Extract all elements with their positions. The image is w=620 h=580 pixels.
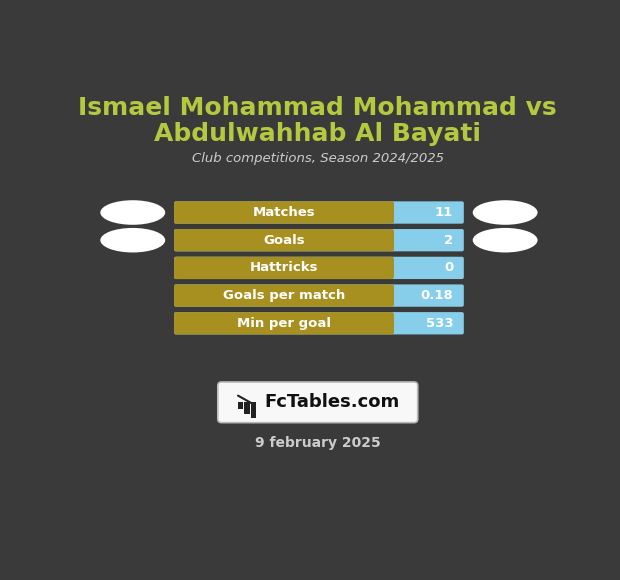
Ellipse shape — [100, 228, 165, 252]
Text: Matches: Matches — [252, 206, 315, 219]
Text: Club competitions, Season 2024/2025: Club competitions, Season 2024/2025 — [192, 153, 444, 165]
Bar — [383, 259, 394, 277]
FancyBboxPatch shape — [174, 312, 394, 335]
Text: Min per goal: Min per goal — [237, 317, 331, 330]
Text: 11: 11 — [435, 206, 453, 219]
FancyBboxPatch shape — [174, 284, 464, 307]
FancyBboxPatch shape — [174, 257, 464, 279]
Bar — [237, 403, 243, 409]
Ellipse shape — [472, 200, 538, 225]
Text: Hattricks: Hattricks — [250, 262, 318, 274]
Ellipse shape — [100, 200, 165, 225]
Bar — [383, 286, 394, 305]
Text: 2: 2 — [444, 234, 453, 246]
Bar — [251, 403, 256, 418]
FancyBboxPatch shape — [218, 382, 418, 423]
Text: 0: 0 — [444, 262, 453, 274]
Bar — [244, 403, 249, 414]
FancyBboxPatch shape — [174, 201, 464, 224]
Bar — [383, 231, 394, 249]
FancyBboxPatch shape — [174, 229, 464, 251]
FancyBboxPatch shape — [174, 201, 394, 224]
FancyBboxPatch shape — [174, 257, 394, 279]
Text: 0.18: 0.18 — [420, 289, 453, 302]
Bar — [383, 314, 394, 333]
Text: Goals per match: Goals per match — [223, 289, 345, 302]
Text: Goals: Goals — [263, 234, 305, 246]
Text: Abdulwahhab Al Bayati: Abdulwahhab Al Bayati — [154, 122, 481, 146]
FancyBboxPatch shape — [174, 284, 394, 307]
Text: Ismael Mohammad Mohammad vs: Ismael Mohammad Mohammad vs — [79, 96, 557, 119]
FancyBboxPatch shape — [174, 312, 464, 335]
Bar — [383, 203, 394, 222]
Text: 9 february 2025: 9 february 2025 — [255, 436, 381, 450]
Ellipse shape — [472, 228, 538, 252]
Text: 533: 533 — [425, 317, 453, 330]
Text: FcTables.com: FcTables.com — [265, 393, 400, 411]
FancyBboxPatch shape — [174, 229, 394, 251]
